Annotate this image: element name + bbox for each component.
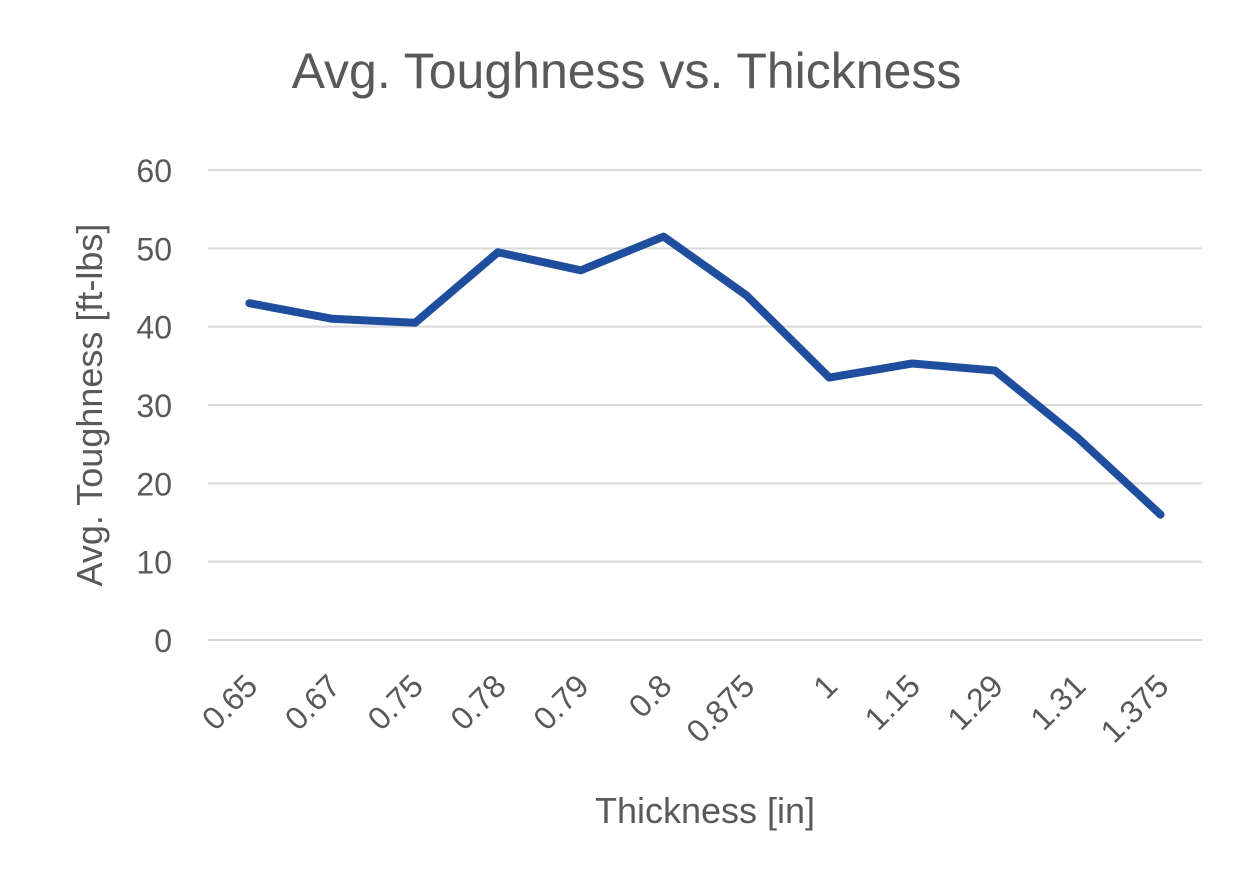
- y-tick-label: 30: [136, 388, 172, 424]
- data-point: [745, 294, 747, 296]
- x-tick-label: 0.875: [679, 667, 761, 749]
- x-tick-label: 0.75: [361, 667, 430, 736]
- x-tick-label: 1.31: [1023, 667, 1092, 736]
- data-point: [828, 377, 830, 379]
- x-tick-label: 0.78: [443, 667, 512, 736]
- y-tick-label: 10: [136, 545, 172, 581]
- x-tick-label: 0.79: [526, 667, 595, 736]
- data-point: [1077, 437, 1079, 439]
- x-tick-label: 0.67: [278, 667, 347, 736]
- y-tick-label: 60: [136, 153, 172, 189]
- y-tick-label: 50: [136, 231, 172, 267]
- x-axis-title: Thickness [in]: [594, 790, 816, 831]
- y-tick-label: 40: [136, 310, 172, 346]
- data-point: [580, 269, 582, 271]
- data-point: [663, 236, 665, 238]
- data-point: [497, 251, 499, 253]
- x-tick-label: 0.8: [622, 667, 679, 724]
- x-tick-label: 1.15: [858, 667, 927, 736]
- x-tick-label: 1: [806, 667, 844, 705]
- data-point: [1160, 514, 1162, 516]
- x-tick-label: 1.375: [1093, 667, 1175, 749]
- data-point: [414, 322, 416, 324]
- chart-title: Avg. Toughness vs. Thickness: [291, 43, 962, 99]
- x-tick-label: 1.29: [940, 667, 1009, 736]
- x-tick-label: 0.65: [195, 667, 264, 736]
- data-point: [248, 302, 250, 304]
- y-tick-label: 0: [154, 623, 172, 659]
- data-point: [331, 318, 333, 320]
- y-tick-label: 20: [136, 466, 172, 502]
- data-point: [911, 362, 913, 364]
- series-line: [245, 232, 1165, 519]
- data-point: [994, 370, 996, 372]
- y-axis-title: Avg. Toughness [ft-lbs]: [69, 223, 110, 587]
